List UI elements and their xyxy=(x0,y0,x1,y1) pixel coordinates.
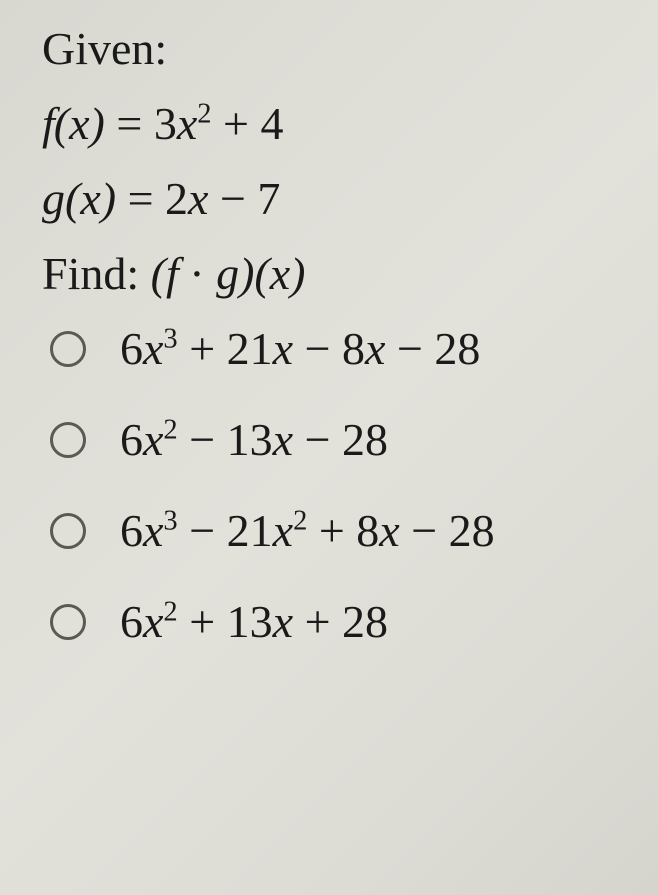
radio-icon[interactable] xyxy=(50,331,86,367)
find-line: Find: (f · g)(x) xyxy=(42,247,628,300)
option-d-math: 6x2 + 13x + 28 xyxy=(120,595,388,648)
g-definition: g(x) = 2x − 7 xyxy=(42,172,628,225)
answer-options: 6x3 + 21x − 8x − 28 6x2 − 13x − 28 6x3 −… xyxy=(42,322,628,648)
option-b-math: 6x2 − 13x − 28 xyxy=(120,413,388,466)
find-label: Find: xyxy=(42,248,151,299)
option-a-math: 6x3 + 21x − 8x − 28 xyxy=(120,322,480,375)
given-label: Given: xyxy=(42,22,628,75)
option-c-math: 6x3 − 21x2 + 8x − 28 xyxy=(120,504,495,557)
option-b[interactable]: 6x2 − 13x − 28 xyxy=(50,413,628,466)
option-d[interactable]: 6x2 + 13x + 28 xyxy=(50,595,628,648)
radio-icon[interactable] xyxy=(50,513,86,549)
radio-icon[interactable] xyxy=(50,422,86,458)
option-a[interactable]: 6x3 + 21x − 8x − 28 xyxy=(50,322,628,375)
option-c[interactable]: 6x3 − 21x2 + 8x − 28 xyxy=(50,504,628,557)
find-expression: (f · g)(x) xyxy=(151,248,306,299)
radio-icon[interactable] xyxy=(50,604,86,640)
question-page: Given: f(x) = 3x2 + 4 g(x) = 2x − 7 Find… xyxy=(0,0,658,706)
f-definition: f(x) = 3x2 + 4 xyxy=(42,97,628,150)
